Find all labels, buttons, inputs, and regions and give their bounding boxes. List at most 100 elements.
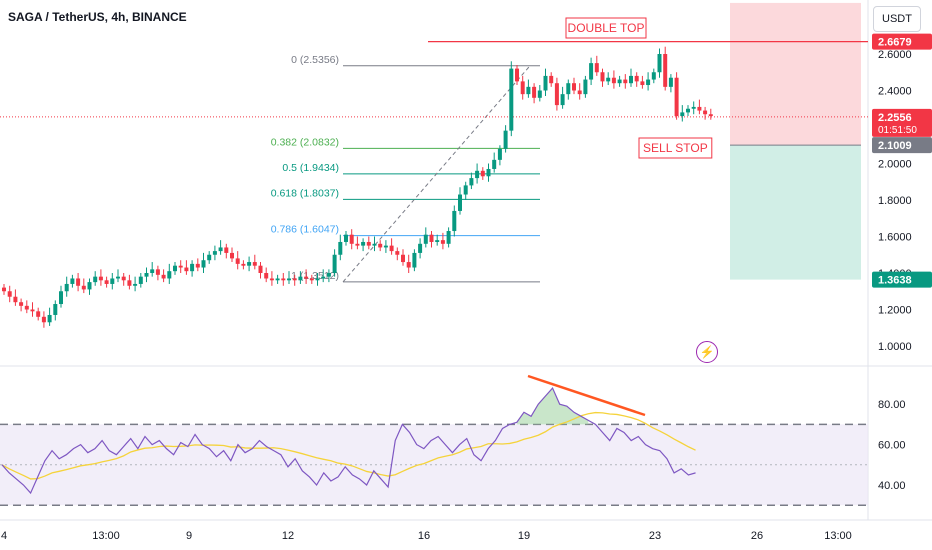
candle-body (155, 269, 160, 275)
price-marker-label: 2.6679 (878, 37, 912, 49)
rsi-tick-label: 60.00 (878, 440, 906, 452)
price-marker-box (872, 108, 932, 137)
fib-level-label: 0.618 (1.8037) (271, 187, 339, 199)
candle-body (269, 278, 274, 281)
candle-body (623, 79, 628, 84)
candle-body (697, 106, 702, 111)
candle-body (47, 314, 52, 323)
candle-body (173, 265, 177, 272)
candle-body (195, 263, 200, 268)
rsi-tick-label: 40.00 (878, 480, 906, 492)
price-marker-box (872, 33, 932, 50)
candle-body (537, 90, 542, 98)
rsi-overbought-fill (516, 388, 589, 425)
price-tick-label: 2.0000 (878, 159, 912, 171)
take-profit-zone (730, 145, 861, 280)
candle-body (617, 79, 622, 84)
candle-body (378, 243, 383, 248)
candle-body (133, 283, 138, 286)
candle-body (412, 252, 417, 268)
price-marker-box (872, 137, 932, 154)
candle-body (560, 94, 565, 106)
double-top-label: DOUBLE TOP (568, 21, 645, 35)
candle-body (281, 278, 286, 281)
candle-body (429, 234, 434, 242)
candle-body (520, 81, 525, 95)
candle-body (309, 278, 314, 281)
candle-body (395, 251, 400, 255)
rsi-divergence-line (527, 374, 646, 417)
candle-body (651, 72, 656, 80)
candle-body (503, 130, 508, 149)
candle-body (116, 276, 120, 279)
time-tick-label: 19 (518, 530, 530, 542)
time-tick-label: 26 (751, 530, 763, 542)
candle-body (93, 276, 98, 283)
candle-body (184, 267, 189, 272)
candle-body (264, 273, 269, 279)
fib-level-label: 0.786 (1.6047) (271, 224, 339, 236)
candle-body (241, 263, 246, 266)
candle-body (463, 185, 468, 195)
candle-body (401, 254, 405, 263)
candle-body (634, 75, 639, 82)
currency-button[interactable]: USDT (873, 6, 921, 32)
candle-body (24, 305, 29, 310)
candle-body (150, 269, 155, 273)
candle-body (475, 170, 480, 179)
candle-body (640, 81, 645, 86)
candle-body (577, 90, 582, 95)
fib-level-label: 0.382 (2.0832) (271, 136, 339, 148)
candle-body (668, 77, 673, 87)
time-tick-label: 12 (282, 530, 294, 542)
candle-body (138, 276, 143, 284)
candle-body (355, 243, 360, 246)
lightning-icon[interactable]: ⚡ (696, 341, 718, 363)
stop-loss-zone (730, 2, 861, 146)
fib-level-label: 0 (2.5356) (291, 54, 339, 66)
candle-body (64, 283, 69, 292)
candle-body (663, 54, 668, 87)
candle-body (532, 86, 537, 98)
candle-body (224, 247, 229, 253)
candle-body (611, 77, 616, 84)
candle-body (36, 311, 41, 317)
candle-body (19, 302, 24, 306)
candle-body (629, 75, 633, 84)
fib-level-label: 0.5 (1.9434) (282, 162, 339, 174)
candle-body (235, 258, 240, 264)
candle-body (292, 278, 297, 281)
candle-body (686, 108, 690, 113)
double-top-label-box (565, 17, 647, 39)
candle-body (332, 254, 337, 273)
fib-trend-line (342, 65, 531, 283)
candle-body (703, 110, 708, 115)
candle-body (167, 271, 172, 279)
candle-body (583, 79, 588, 95)
price-tick-label: 1.6000 (878, 232, 912, 244)
price-marker-label: 2.1009 (878, 140, 912, 152)
candle-body (110, 278, 115, 284)
candle-body (554, 83, 559, 106)
candle-body (594, 63, 599, 73)
price-tick-label: 2.4000 (878, 86, 912, 98)
candle-body (212, 251, 217, 255)
price-tick-label: 1.8000 (878, 195, 912, 207)
candle-body (589, 63, 594, 80)
candle-body (338, 241, 343, 255)
candle-body (372, 243, 377, 246)
time-tick-label: 16 (418, 530, 430, 542)
fib-level-label: 1 (1.3512) (291, 270, 339, 282)
candle-body (59, 291, 63, 305)
candle-body (218, 247, 223, 252)
candle-body (207, 254, 212, 261)
candle-body (87, 282, 92, 290)
price-marker-label: 2.2556 (878, 112, 912, 124)
candle-body (230, 252, 234, 259)
candle-body (674, 77, 679, 117)
price-marker-label: 1.3638 (878, 275, 912, 287)
candle-body (104, 280, 109, 284)
candle-body (458, 194, 462, 211)
